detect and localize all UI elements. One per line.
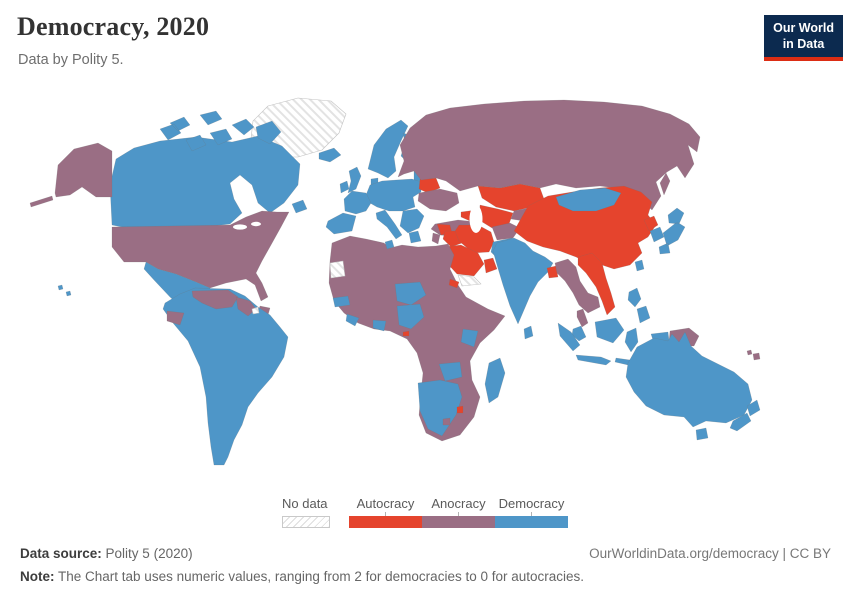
region-oman[interactable] [483, 257, 498, 274]
region-sri-lanka[interactable] [523, 325, 534, 340]
region-eswatini[interactable] [456, 405, 464, 414]
legend-categories: Autocracy Anocracy Democracy [349, 496, 568, 528]
legend-segment-swatch [422, 516, 495, 528]
region-myanmar-thailand-cambodia[interactable] [554, 258, 601, 328]
chart-subtitle: Data by Polity 5. [18, 52, 124, 68]
legend-segment-swatch [495, 516, 568, 528]
region-niger[interactable] [394, 281, 427, 306]
footer-note-value: The Chart tab uses numeric values, rangi… [58, 569, 585, 584]
region-ukraine[interactable] [417, 188, 460, 212]
owid-logo-line2: in Data [782, 37, 825, 52]
region-greece[interactable] [408, 230, 422, 244]
region-alaska[interactable] [29, 142, 113, 208]
region-tunisia[interactable] [384, 239, 395, 250]
region-canada-arctic-islands[interactable] [159, 110, 282, 152]
world-choropleth-map [29, 97, 761, 466]
region-united-states[interactable] [111, 210, 290, 302]
legend-segment-autocracy[interactable]: Autocracy [349, 496, 422, 528]
footer-source-label: Data source: [20, 546, 102, 561]
region-kenya[interactable] [460, 328, 479, 348]
region-sakhalin[interactable] [659, 172, 671, 196]
map-legend: No data Autocracy Anocracy Democracy [282, 496, 568, 528]
region-central-europe[interactable] [365, 178, 422, 212]
legend-tick [531, 512, 532, 516]
region-bangladesh[interactable] [546, 265, 559, 279]
footer-source-value: Polity 5 (2020) [105, 546, 193, 561]
great-lakes [233, 224, 247, 230]
region-equatorial-guinea[interactable] [402, 330, 410, 337]
region-canada[interactable] [109, 135, 301, 228]
region-united-kingdom[interactable] [347, 166, 362, 194]
region-southern-africa[interactable] [417, 379, 463, 437]
region-russia[interactable] [397, 99, 701, 211]
legend-segment-democracy[interactable]: Democracy [495, 496, 568, 528]
region-new-zealand[interactable] [729, 399, 761, 432]
owid-logo-line1: Our World [773, 21, 834, 35]
region-africa-anocracy-base[interactable] [328, 235, 506, 442]
legend-segment-label: Autocracy [356, 496, 415, 511]
region-balkans[interactable] [399, 208, 425, 234]
region-iran[interactable] [454, 224, 495, 254]
legend-no-data[interactable]: No data [282, 496, 330, 528]
region-guyana[interactable] [235, 296, 257, 317]
region-fiji[interactable] [746, 349, 761, 361]
region-liberia-sierra-leone[interactable] [345, 313, 360, 327]
page-title: Democracy, 2020 [17, 12, 210, 41]
region-india[interactable] [492, 237, 554, 325]
caspian-sea [469, 205, 483, 233]
region-hawaii[interactable] [57, 284, 72, 297]
region-mongolia[interactable] [555, 187, 622, 212]
great-lakes-2 [251, 221, 261, 227]
region-ecuador[interactable] [166, 310, 185, 326]
region-eritrea[interactable] [448, 278, 460, 289]
region-madagascar[interactable] [484, 357, 506, 404]
region-lesotho[interactable] [442, 417, 451, 426]
region-tasmania[interactable] [695, 427, 709, 441]
region-japan[interactable] [658, 207, 686, 255]
region-indonesia[interactable] [557, 322, 671, 366]
region-iceland[interactable] [318, 147, 342, 163]
region-vietnam-laos[interactable] [577, 252, 616, 316]
region-ireland[interactable] [339, 180, 350, 194]
footer-link[interactable]: OurWorldinData.org/democracy | CC BY [589, 546, 831, 561]
owid-logo[interactable]: Our World in Data [764, 15, 843, 61]
region-senegal[interactable] [332, 295, 351, 308]
legend-segment-label: Democracy [498, 496, 565, 511]
legend-no-data-swatch [282, 516, 330, 528]
region-south-america[interactable] [162, 287, 289, 466]
region-philippines[interactable] [627, 287, 651, 324]
region-taiwan[interactable] [634, 259, 645, 272]
region-ghana[interactable] [372, 319, 387, 332]
region-zambia[interactable] [438, 361, 463, 382]
legend-no-data-label: No data [282, 496, 328, 511]
legend-tick [458, 512, 459, 516]
region-north-korea[interactable] [643, 215, 659, 232]
region-italy[interactable] [375, 209, 403, 240]
region-western-sahara[interactable] [329, 260, 346, 279]
region-norway-sweden[interactable] [367, 119, 409, 179]
legend-tick [385, 512, 386, 516]
region-french-guiana[interactable] [251, 306, 260, 315]
region-yemen[interactable] [457, 274, 482, 287]
region-afghanistan[interactable] [491, 222, 521, 241]
region-venezuela[interactable] [191, 289, 239, 310]
region-australia[interactable] [625, 331, 753, 428]
region-levant[interactable] [431, 232, 441, 245]
region-newfoundland[interactable] [291, 199, 308, 214]
legend-segment-anocracy[interactable]: Anocracy [422, 496, 495, 528]
footer-source: Data source: Polity 5 (2020) [20, 546, 193, 561]
region-iberia[interactable] [325, 212, 357, 235]
region-south-korea[interactable] [649, 226, 665, 243]
footer-note-label: Note: [20, 569, 55, 584]
region-nigeria[interactable] [396, 303, 425, 330]
footer-note: Note: The Chart tab uses numeric values,… [20, 569, 584, 584]
legend-segment-label: Anocracy [431, 496, 486, 511]
legend-segment-swatch [349, 516, 422, 528]
region-france[interactable] [343, 190, 372, 215]
